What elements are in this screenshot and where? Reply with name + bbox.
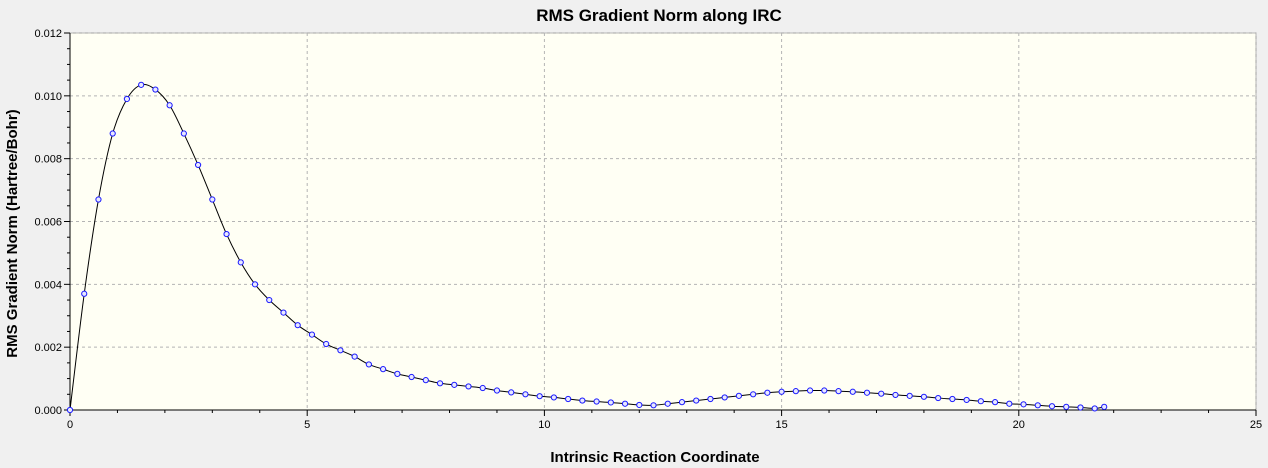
- y-tick-label: 0.002: [34, 342, 62, 354]
- data-point: [209, 196, 216, 203]
- x-tick-label: 25: [1250, 419, 1262, 431]
- data-point: [977, 398, 984, 405]
- x-axis-label: Intrinsic Reaction Coordinate: [550, 449, 759, 466]
- data-point: [565, 395, 572, 403]
- data-point: [991, 399, 999, 406]
- data-point: [422, 377, 429, 384]
- data-point: [935, 394, 942, 402]
- data-point: [1091, 405, 1098, 412]
- data-point: [778, 388, 785, 395]
- data-point: [1063, 403, 1070, 410]
- data-point: [821, 387, 828, 394]
- data-point: [280, 309, 287, 316]
- tick-labels: 0 5 10 15 20 25 0.000 0.002 0.004 0.006 0.008 0.010…: [34, 28, 1262, 431]
- data-point: [66, 406, 74, 414]
- y-axis-label: RMS Gradient Norm (Hartree/Bohr): [4, 109, 21, 357]
- data-point: [593, 398, 600, 405]
- data-point: [1048, 403, 1056, 410]
- data-point: [892, 391, 899, 399]
- data-point: [436, 380, 444, 387]
- data-point: [337, 347, 344, 354]
- data-point: [266, 296, 273, 304]
- data-point: [863, 389, 871, 396]
- y-tick-label: 0.008: [34, 154, 62, 166]
- y-tick-label: 0.012: [34, 28, 62, 40]
- data-point: [536, 393, 543, 400]
- data-point: [1006, 400, 1013, 407]
- data-point: [508, 389, 515, 396]
- data-point: [451, 381, 458, 388]
- data-point: [721, 394, 728, 401]
- x-tick-label: 0: [67, 419, 73, 431]
- x-tick-label: 5: [304, 419, 310, 431]
- data-point: [522, 391, 529, 398]
- data-point: [579, 397, 586, 404]
- data-point: [351, 353, 358, 360]
- data-point: [607, 399, 614, 406]
- y-tick-label: 0.006: [34, 217, 62, 229]
- data-point: [194, 161, 202, 169]
- data-point: [323, 340, 330, 348]
- data-point: [493, 387, 501, 394]
- plot-area: [69, 32, 1257, 411]
- data-point: [1101, 403, 1108, 410]
- data-point: [394, 370, 401, 377]
- data-point: [806, 387, 814, 394]
- data-point: [906, 392, 913, 399]
- y-tick-label: 0.010: [34, 91, 62, 103]
- data-point: [636, 401, 643, 409]
- data-point: [308, 331, 316, 338]
- data-point: [365, 361, 372, 368]
- data-point: [479, 384, 486, 392]
- data-point: [152, 86, 159, 93]
- data-point: [949, 395, 956, 403]
- data-point: [1034, 402, 1041, 409]
- data-point: [621, 400, 629, 407]
- data-point: [465, 383, 472, 390]
- data-point: [707, 395, 714, 403]
- data-point: [750, 391, 757, 398]
- data-point: [678, 399, 686, 406]
- y-tick-label: 0.000: [34, 405, 62, 417]
- grid-lines: [70, 32, 1257, 410]
- data-point: [138, 81, 145, 88]
- x-tick-label: 15: [775, 419, 787, 431]
- data-point: [180, 130, 187, 137]
- data-point: [650, 402, 657, 409]
- x-tick-label: 10: [538, 419, 550, 431]
- data-point: [1020, 401, 1027, 408]
- y-tick-label: 0.004: [34, 279, 62, 291]
- data-point: [81, 290, 88, 297]
- data-point: [764, 389, 771, 396]
- data-point: [835, 388, 842, 395]
- data-points: [66, 81, 1108, 414]
- data-point: [878, 390, 885, 397]
- data-point: [849, 388, 856, 395]
- data-point: [237, 259, 244, 266]
- data-point: [294, 322, 301, 329]
- data-point: [166, 102, 173, 109]
- data-point: [251, 281, 259, 288]
- data-point: [380, 366, 387, 373]
- chart-title: RMS Gradient Norm along IRC: [536, 6, 782, 25]
- data-point: [664, 400, 671, 407]
- data-point: [792, 388, 799, 395]
- data-point: [223, 230, 230, 238]
- data-point: [1077, 404, 1084, 411]
- data-point: [95, 196, 102, 203]
- data-point: [408, 373, 415, 381]
- data-point: [735, 392, 743, 399]
- x-tick-label: 20: [1013, 419, 1025, 431]
- data-point: [963, 396, 970, 404]
- data-point: [123, 95, 131, 103]
- data-point: [920, 393, 928, 400]
- data-point: [693, 397, 700, 404]
- data-point: [109, 130, 116, 137]
- data-point: [550, 394, 557, 401]
